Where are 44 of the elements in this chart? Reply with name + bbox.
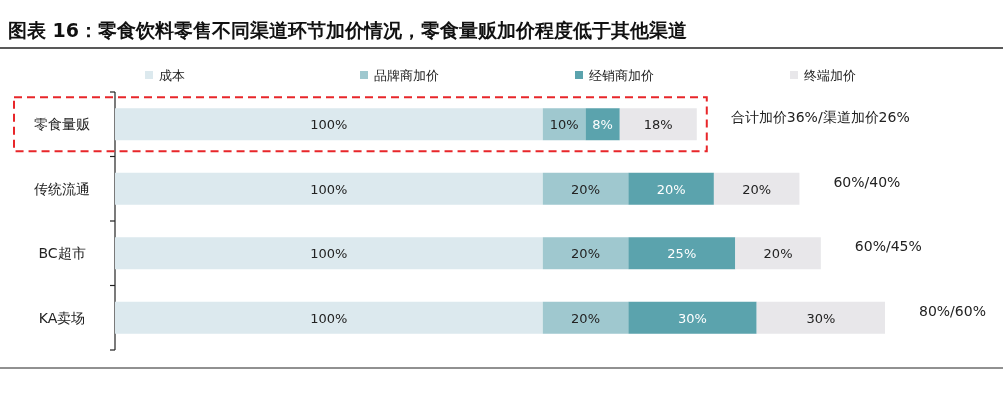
- bar: [542, 237, 629, 270]
- y-tick-label: KA卖场: [38, 309, 86, 326]
- data-label: 100%: [310, 310, 348, 326]
- data-label: 20%: [763, 246, 793, 262]
- data-label: 10%: [549, 117, 579, 133]
- data-label: 20%: [656, 181, 686, 197]
- chart-title: 图表 16：零食饮料零售不同渠道环节加价情况，零食量贩加价程度低于其他渠道: [8, 19, 688, 41]
- y-tick-label: BC超市: [38, 245, 86, 262]
- legend-label: 经销商加价: [589, 68, 654, 83]
- bar: [756, 301, 885, 334]
- bar: [542, 301, 629, 334]
- bar: [619, 108, 697, 141]
- bar: [628, 301, 757, 334]
- bar: [628, 237, 736, 270]
- legend-label: 终端加价: [804, 68, 856, 83]
- data-label: 100%: [310, 181, 348, 197]
- bar: [735, 237, 821, 270]
- y-tick-label: 传统流通: [34, 180, 90, 197]
- data-label: 30%: [806, 310, 836, 326]
- legend-label: 成本: [159, 68, 185, 83]
- data-label: 25%: [667, 246, 697, 262]
- bar: [628, 172, 714, 205]
- bar: [542, 108, 586, 141]
- data-label: 20%: [571, 181, 601, 197]
- bar: [115, 237, 543, 270]
- data-label: 100%: [310, 246, 348, 262]
- bar: [115, 301, 543, 334]
- data-label: 100%: [310, 117, 348, 133]
- data-label: 20%: [571, 310, 601, 326]
- data-label: 8%: [592, 117, 613, 133]
- bar: [115, 172, 543, 205]
- data-label: 20%: [571, 246, 601, 262]
- bar: [115, 108, 543, 141]
- y-tick-label: 零食量贩: [34, 116, 90, 133]
- annotation: 80%/60%: [919, 302, 986, 319]
- bar: [542, 172, 629, 205]
- annotation: 60%/40%: [833, 173, 901, 190]
- data-label: 30%: [678, 310, 707, 326]
- bar: [713, 172, 800, 205]
- data-label: 20%: [742, 181, 772, 197]
- annotation: 合计加价36%/渠道加价26%: [730, 109, 910, 126]
- data-label: 18%: [643, 117, 673, 133]
- annotation: 60%/45%: [854, 238, 922, 255]
- legend-label: 品牌商加价: [374, 68, 439, 83]
